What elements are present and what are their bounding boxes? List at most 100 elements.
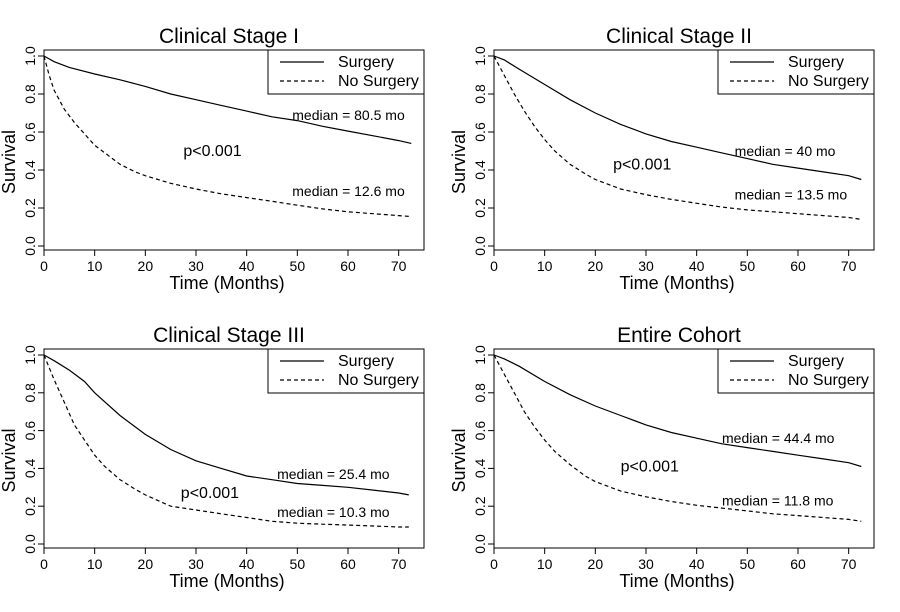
chart-title: Clinical Stage III	[153, 324, 305, 347]
x-tick-label: 60	[340, 556, 356, 572]
x-axis-label: Time (Months)	[169, 571, 284, 591]
x-tick-label: 10	[537, 556, 553, 572]
y-tick-label: 0.0	[472, 236, 488, 256]
legend-box	[717, 348, 875, 394]
legend-label: No Surgery	[338, 73, 419, 90]
median-annotation: median = 25.4 mo	[277, 466, 390, 482]
plot-frame	[493, 49, 875, 251]
y-tick-label: 0.4	[22, 458, 38, 478]
legend-box	[267, 49, 425, 95]
legend-label: Surgery	[338, 353, 394, 370]
x-tick-label: 0	[490, 258, 498, 274]
x-tick-label: 40	[239, 258, 255, 274]
median-annotation: median = 40 mo	[735, 143, 836, 159]
y-tick-label: 0.4	[472, 160, 488, 180]
chart-title: Clinical Stage I	[159, 25, 299, 48]
y-tick-label: 0.6	[472, 122, 488, 142]
median-annotation: median = 10.3 mo	[277, 504, 390, 520]
x-tick-label: 50	[290, 258, 306, 274]
chart-title: Clinical Stage II	[606, 25, 752, 48]
series-line-no-surgery	[43, 354, 409, 528]
x-tick-label: 70	[391, 258, 407, 274]
series-line-no-surgery	[493, 55, 862, 220]
y-tick-label: 0.0	[22, 236, 38, 256]
series-line-surgery	[43, 55, 412, 144]
chart-panel-2: Clinical Stage II 0 10 20 30 40 50 60 70 0.0 0.2 0.…	[449, 25, 875, 293]
y-tick-label: 0.4	[472, 458, 488, 478]
y-axis-label: Survival	[449, 428, 469, 492]
y-tick-label: 0.8	[472, 84, 488, 104]
plot-frame	[43, 348, 425, 549]
median-annotation: median = 44.4 mo	[722, 430, 835, 446]
series-line-surgery	[493, 354, 862, 468]
x-tick-label: 10	[87, 556, 103, 572]
median-annotation: median = 13.5 mo	[735, 187, 848, 203]
y-tick-label: 1.0	[472, 345, 488, 365]
x-tick-label: 10	[537, 258, 553, 274]
y-tick-label: 1.0	[472, 46, 488, 66]
x-tick-label: 50	[740, 258, 756, 274]
y-tick-label: 0.2	[472, 198, 488, 218]
series-line-surgery	[493, 55, 862, 181]
legend-label: Surgery	[788, 353, 844, 370]
legend-box	[717, 49, 875, 95]
chart-title: Entire Cohort	[617, 324, 741, 347]
x-tick-label: 20	[138, 258, 154, 274]
median-annotation: median = 12.6 mo	[292, 183, 405, 199]
legend-box	[267, 348, 425, 394]
y-tick-label: 0.2	[472, 496, 488, 516]
x-tick-label: 0	[40, 258, 48, 274]
x-tick-label: 30	[638, 258, 654, 274]
x-tick-label: 70	[841, 258, 857, 274]
y-tick-label: 0.6	[22, 122, 38, 142]
median-annotation: median = 80.5 mo	[292, 107, 405, 123]
x-axis-label: Time (Months)	[619, 273, 734, 293]
x-tick-label: 40	[689, 556, 705, 572]
p-value-label: p<0.001	[183, 143, 241, 160]
p-value-label: p<0.001	[613, 156, 671, 173]
x-tick-label: 50	[740, 556, 756, 572]
x-tick-label: 40	[239, 556, 255, 572]
x-tick-label: 60	[790, 258, 806, 274]
y-tick-label: 1.0	[22, 46, 38, 66]
chart-panel-4: Entire Cohort 0 10 20 30 40 50 60 70 0.0 0.2 0.4 0.6…	[449, 324, 875, 591]
series-line-no-surgery	[493, 354, 862, 522]
y-tick-label: 1.0	[22, 345, 38, 365]
x-tick-label: 60	[340, 258, 356, 274]
median-annotation: median = 11.8 mo	[722, 493, 834, 509]
p-value-label: p<0.001	[181, 485, 239, 502]
x-tick-label: 0	[40, 556, 48, 572]
legend-label: Surgery	[788, 54, 844, 71]
legend-label: No Surgery	[788, 372, 869, 389]
x-axis-label: Time (Months)	[169, 273, 284, 293]
plot-frame	[493, 348, 875, 549]
y-tick-label: 0.6	[22, 421, 38, 441]
x-tick-label: 0	[490, 556, 498, 572]
legend-label: No Surgery	[788, 73, 869, 90]
legend-label: Surgery	[338, 54, 394, 71]
y-tick-label: 0.8	[472, 383, 488, 403]
x-tick-label: 50	[290, 556, 306, 572]
y-axis-label: Survival	[0, 130, 19, 194]
x-tick-label: 70	[841, 556, 857, 572]
chart-panel-3: Clinical Stage III 0 10 20 30 40 50 60 70 0.0 0.2 0…	[0, 324, 425, 591]
series-line-surgery	[43, 354, 409, 496]
x-axis-label: Time (Months)	[619, 571, 734, 591]
y-axis-label: Survival	[449, 130, 469, 194]
y-tick-label: 0.2	[22, 496, 38, 516]
x-tick-label: 20	[138, 556, 154, 572]
x-tick-label: 30	[188, 258, 204, 274]
x-tick-label: 70	[391, 556, 407, 572]
y-tick-label: 0.6	[472, 421, 488, 441]
plot-frame	[43, 49, 425, 251]
y-tick-label: 0.0	[472, 534, 488, 554]
x-tick-label: 30	[188, 556, 204, 572]
x-tick-label: 30	[638, 556, 654, 572]
y-tick-label: 0.8	[22, 84, 38, 104]
legend-label: No Surgery	[338, 372, 419, 389]
x-tick-label: 20	[588, 258, 604, 274]
series-line-no-surgery	[43, 55, 412, 218]
x-tick-label: 60	[790, 556, 806, 572]
y-tick-label: 0.0	[22, 534, 38, 554]
